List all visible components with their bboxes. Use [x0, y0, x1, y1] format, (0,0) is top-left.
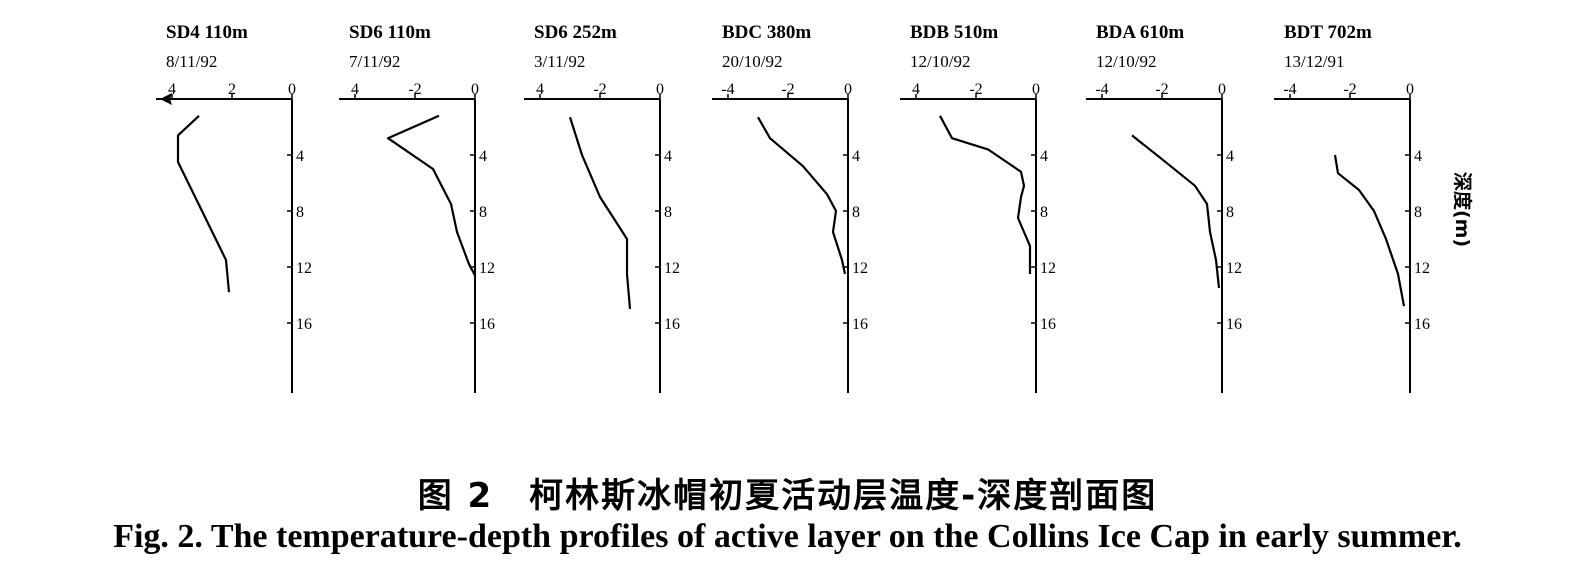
- x-tick-label: 0: [471, 81, 479, 98]
- y-tick-label: 12: [296, 260, 312, 277]
- x-tick-label: -4: [1283, 81, 1296, 98]
- x-tick-label: 4: [168, 81, 176, 98]
- panel-date: 20/10/92: [722, 52, 782, 71]
- panel-date: 12/10/92: [910, 52, 970, 71]
- y-tick-label: 8: [664, 204, 672, 221]
- y-tick-label: 8: [852, 204, 860, 221]
- y-tick-label: 4: [1414, 148, 1422, 165]
- y-tick-label: 12: [852, 260, 868, 277]
- x-tick-label: -2: [593, 81, 606, 98]
- y-tick-label: 12: [1414, 260, 1430, 277]
- panel-title: BDA 610m: [1096, 22, 1184, 43]
- y-tick-label: 16: [1414, 316, 1430, 333]
- x-tick-label: -4: [1095, 81, 1108, 98]
- profile-line: [568, 116, 632, 310]
- y-tick-label: 4: [479, 148, 487, 165]
- y-tick-label: 16: [852, 316, 868, 333]
- y-tick-label: 8: [1414, 204, 1422, 221]
- profile-line: [1131, 134, 1221, 289]
- x-tick-label: 0: [288, 81, 296, 98]
- y-tick-label: 4: [1226, 148, 1234, 165]
- x-tick-label: -2: [1343, 81, 1356, 98]
- profile-line: [939, 115, 1032, 274]
- panel-date: 12/10/92: [1096, 52, 1156, 71]
- panel-date: 8/11/92: [166, 52, 217, 71]
- y-tick-label: 16: [479, 316, 495, 333]
- y-tick-label: 8: [1040, 204, 1048, 221]
- panel-title: BDC 380m: [722, 22, 811, 43]
- x-tick-label: -2: [969, 81, 982, 98]
- x-tick-label: 0: [1032, 81, 1040, 98]
- x-tick-label: -2: [408, 81, 421, 98]
- panel-title: BDT 702m: [1284, 22, 1372, 43]
- panel-title: SD6 110m: [349, 22, 431, 43]
- profile-line: [757, 116, 847, 275]
- x-tick-label: 0: [844, 81, 852, 98]
- panel-title: SD6 252m: [534, 22, 617, 43]
- y-tick-label: 12: [479, 260, 495, 277]
- x-tick-label: -2: [781, 81, 794, 98]
- x-axis-arrow-icon: [160, 93, 172, 105]
- y-tick-label: 12: [1040, 260, 1056, 277]
- panel-date: 3/11/92: [534, 52, 585, 71]
- y-tick-label: 8: [296, 204, 304, 221]
- y-tick-label: 4: [664, 148, 672, 165]
- y-tick-label: 8: [1226, 204, 1234, 221]
- y-tick-label: 4: [1040, 148, 1048, 165]
- y-tick-label: 16: [664, 316, 680, 333]
- x-tick-label: 4: [351, 81, 359, 98]
- y-tick-label: 16: [1226, 316, 1242, 333]
- profile-line: [176, 114, 231, 293]
- panel-date: 13/12/91: [1284, 52, 1344, 71]
- y-tick-label: 4: [852, 148, 860, 165]
- y-tick-label: 12: [1226, 260, 1242, 277]
- x-tick-label: 0: [656, 81, 664, 98]
- x-tick-label: 0: [1406, 81, 1414, 98]
- panel-title: SD4 110m: [166, 22, 248, 43]
- x-tick-label: 2: [228, 81, 236, 98]
- caption-english: Fig. 2. The temperature-depth profiles o…: [113, 518, 1462, 555]
- x-tick-label: 0: [1218, 81, 1226, 98]
- x-tick-label: -2: [1155, 81, 1168, 98]
- x-tick-label: 4: [912, 81, 920, 98]
- depth-axis-label: 深度(m): [1451, 172, 1474, 247]
- panel-title: BDB 510m: [910, 22, 998, 43]
- x-tick-label: 4: [536, 81, 544, 98]
- y-tick-label: 8: [479, 204, 487, 221]
- panel-date: 7/11/92: [349, 52, 400, 71]
- caption-chinese: 图 2 柯林斯冰帽初夏活动层温度-深度剖面图: [417, 476, 1158, 516]
- y-tick-label: 12: [664, 260, 680, 277]
- y-tick-label: 4: [296, 148, 304, 165]
- temperature-depth-figure: SD4 110m 8/11/92 4 2 0 4 8 12 16 SD6 110m 7/11/92 4…: [156, 22, 1474, 393]
- profile-line: [386, 114, 476, 276]
- y-tick-label: 16: [296, 316, 312, 333]
- y-tick-label: 16: [1040, 316, 1056, 333]
- profile-line: [1333, 154, 1406, 307]
- x-tick-label: -4: [721, 81, 734, 98]
